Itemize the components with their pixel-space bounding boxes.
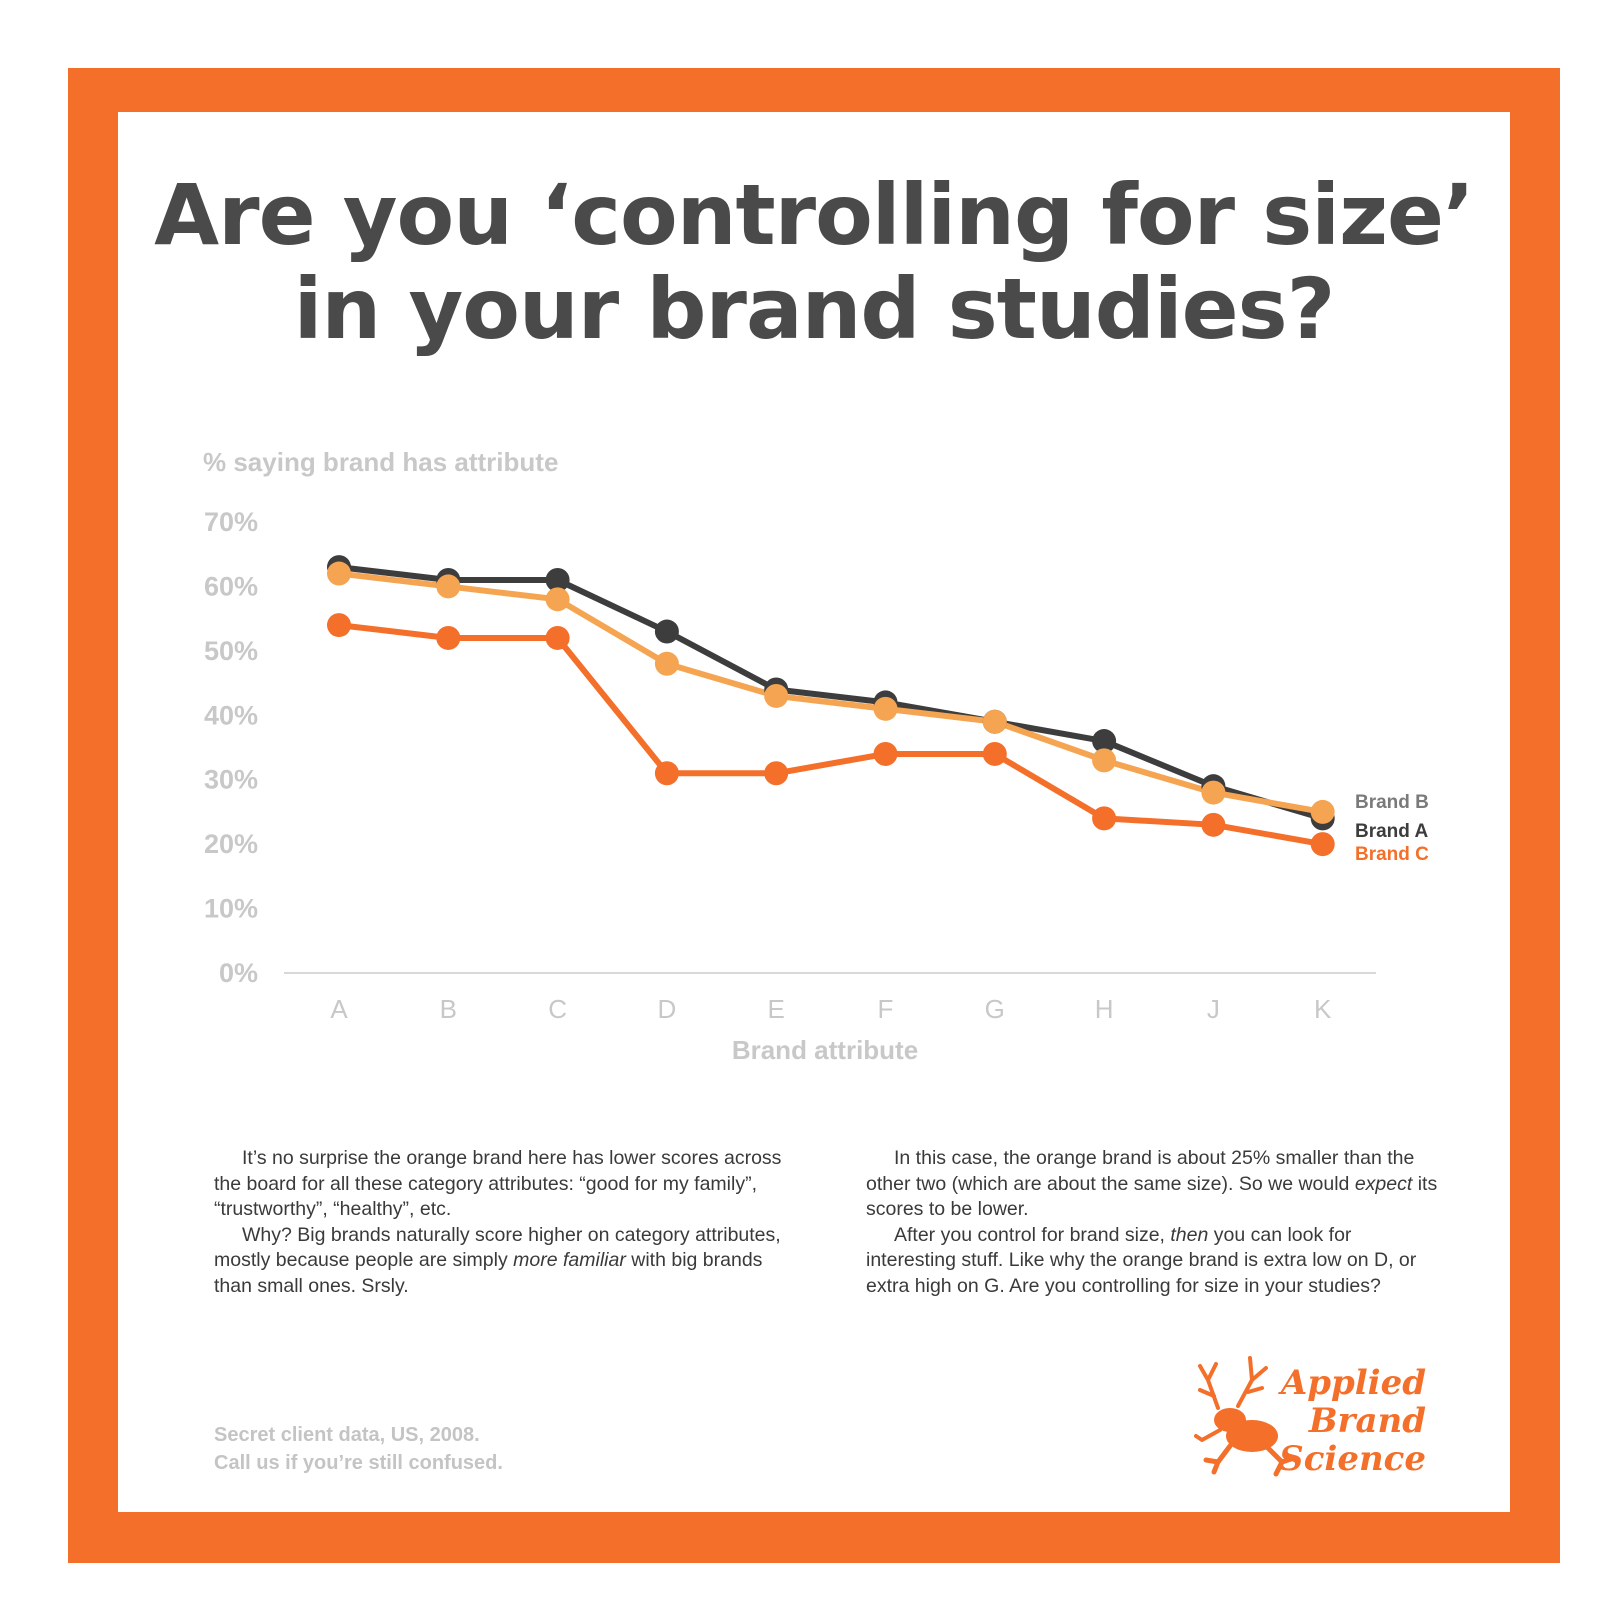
- data-point-brand-c: [982, 741, 1007, 766]
- data-point-brand-b: [1201, 780, 1226, 805]
- data-point-brand-b: [545, 587, 570, 612]
- explanation-right: In this case, the orange brand is about …: [866, 1146, 1438, 1300]
- data-point-brand-b: [1092, 748, 1117, 773]
- line-chart: % saying brand has attribute Brand attri…: [203, 447, 1429, 1065]
- y-tick-label: 0%: [219, 958, 258, 988]
- data-point-brand-b: [764, 683, 789, 708]
- data-point-brand-a: [1092, 729, 1117, 754]
- data-point-brand-c: [654, 761, 679, 786]
- data-point-brand-c: [436, 625, 461, 650]
- y-tick-label: 10%: [204, 894, 258, 924]
- x-tick-label: B: [440, 994, 457, 1024]
- title-line-2: in your brand studies?: [293, 260, 1336, 358]
- deer-frog-icon: [1194, 1356, 1297, 1477]
- x-tick-label: K: [1314, 994, 1332, 1024]
- title-line-1: Are you ‘controlling for size’: [154, 166, 1475, 264]
- series-line-brand-a: [338, 564, 1324, 822]
- x-tick-label: D: [658, 994, 677, 1024]
- content-panel: [118, 112, 1510, 1512]
- data-point-brand-c: [1092, 806, 1117, 831]
- series-line-brand-b: [338, 570, 1324, 815]
- x-tick-label: E: [768, 994, 785, 1024]
- data-point-brand-b: [436, 574, 461, 599]
- data-point-brand-a: [654, 619, 679, 644]
- legend-brand-b: Brand B: [1355, 792, 1429, 813]
- y-tick-label: 30%: [204, 765, 258, 795]
- series-line-brand-c: [338, 622, 1324, 848]
- left-paragraph-1: It’s no surprise the orange brand here h…: [214, 1147, 782, 1221]
- source-line-2: Call us if you’re still confused.: [214, 1452, 503, 1474]
- x-tick-label: J: [1207, 994, 1220, 1024]
- data-point-brand-a: [545, 567, 570, 592]
- y-tick-label: 20%: [204, 829, 258, 859]
- x-axis-label: Brand attribute: [732, 1035, 918, 1065]
- data-point-brand-c: [327, 613, 351, 638]
- y-tick-label: 60%: [204, 571, 258, 601]
- right-paragraph-2: After you control for brand size, then y…: [866, 1223, 1417, 1297]
- data-point-brand-b: [873, 696, 898, 721]
- data-point-brand-b: [1310, 799, 1335, 824]
- legend-brand-a: Brand A: [1355, 821, 1428, 842]
- logo-line-2: Brand: [1308, 1401, 1426, 1441]
- right-paragraph-1: In this case, the orange brand is about …: [866, 1147, 1438, 1221]
- source-note: Secret client data, US, 2008. Call us if…: [214, 1421, 503, 1477]
- left-paragraph-2: Why? Big brands naturally score higher o…: [214, 1223, 781, 1297]
- data-point-brand-c: [1310, 832, 1335, 857]
- source-line-1: Secret client data, US, 2008.: [214, 1424, 480, 1446]
- legend-brand-c: Brand C: [1355, 844, 1429, 865]
- data-point-brand-c: [873, 741, 898, 766]
- data-point-brand-b: [654, 651, 679, 676]
- y-tick-label: 70%: [204, 507, 258, 537]
- x-tick-label: C: [548, 994, 567, 1024]
- y-tick-label: 40%: [204, 700, 258, 730]
- logo-line-1: Applied: [1280, 1363, 1426, 1403]
- brand-logo-text: Applied Brand Science: [1278, 1364, 1426, 1478]
- data-point-brand-c: [1201, 812, 1226, 837]
- data-point-brand-b: [982, 709, 1007, 734]
- y-tick-label: 50%: [204, 636, 258, 666]
- data-point-brand-c: [545, 625, 570, 650]
- x-tick-label: A: [330, 994, 348, 1024]
- page-title: Are you ‘controlling for size’ in your b…: [118, 168, 1510, 356]
- data-point-brand-c: [764, 761, 789, 786]
- y-axis-label: % saying brand has attribute: [203, 447, 558, 477]
- explanation-left: It’s no surprise the orange brand here h…: [214, 1146, 786, 1300]
- data-point-brand-b: [327, 561, 351, 586]
- logo-line-3: Science: [1279, 1439, 1426, 1479]
- x-tick-label: H: [1095, 994, 1114, 1024]
- x-tick-label: F: [878, 994, 894, 1024]
- x-tick-label: G: [985, 994, 1005, 1024]
